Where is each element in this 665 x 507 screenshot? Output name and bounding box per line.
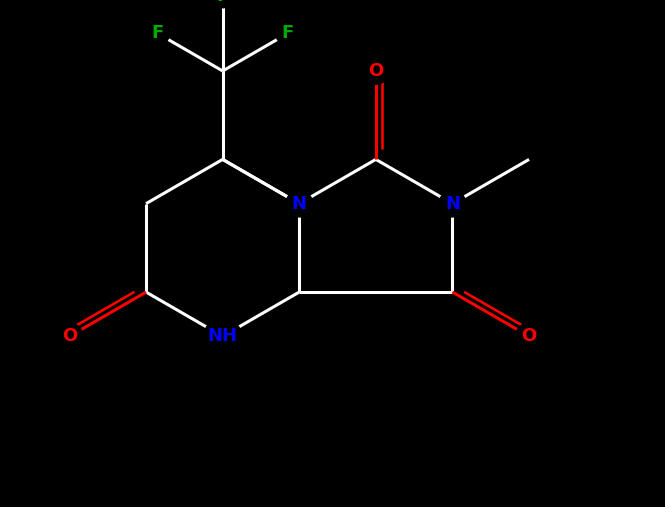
Circle shape (204, 318, 241, 355)
Text: NH: NH (207, 328, 237, 345)
Text: O: O (521, 328, 537, 345)
Circle shape (146, 21, 170, 45)
Text: N: N (292, 195, 307, 212)
Text: F: F (217, 0, 229, 5)
Text: O: O (368, 62, 384, 80)
Circle shape (56, 323, 82, 350)
Text: N: N (445, 195, 460, 212)
Text: F: F (282, 24, 294, 43)
Text: F: F (152, 24, 164, 43)
Circle shape (439, 190, 466, 217)
Text: O: O (62, 328, 77, 345)
Circle shape (516, 323, 543, 350)
Circle shape (211, 0, 235, 8)
Circle shape (286, 190, 313, 217)
Circle shape (276, 21, 300, 45)
Circle shape (362, 58, 389, 84)
